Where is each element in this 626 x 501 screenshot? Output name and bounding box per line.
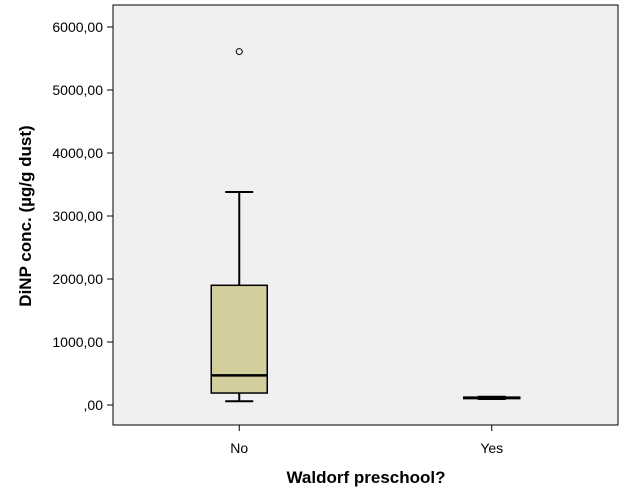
x-axis: No Yes xyxy=(230,425,503,456)
outlier-point xyxy=(235,48,243,56)
y-tick-label: ,00 xyxy=(84,397,104,413)
x-tick-label: Yes xyxy=(480,440,503,456)
x-tick-label: No xyxy=(230,440,248,456)
y-tick-label: 3000,00 xyxy=(52,208,103,224)
y-tick-label: 4000,00 xyxy=(52,145,103,161)
y-tick-label: 6000,00 xyxy=(52,19,103,35)
iqr-box xyxy=(210,284,268,394)
y-tick-label: 1000,00 xyxy=(52,334,103,350)
boxes xyxy=(210,48,521,403)
y-axis-title: DiNP conc. (µg/g dust) xyxy=(16,125,35,306)
box-no xyxy=(210,48,268,403)
y-axis: ,00 1000,00 2000,00 3000,00 4000,00 5000,00 60… xyxy=(52,19,113,413)
y-tick-label: 2000,00 xyxy=(52,271,103,287)
box-yes xyxy=(463,395,521,401)
x-axis-title: Waldorf preschool? xyxy=(287,468,446,487)
y-tick-label: 5000,00 xyxy=(52,82,103,98)
plot-area xyxy=(112,4,619,426)
